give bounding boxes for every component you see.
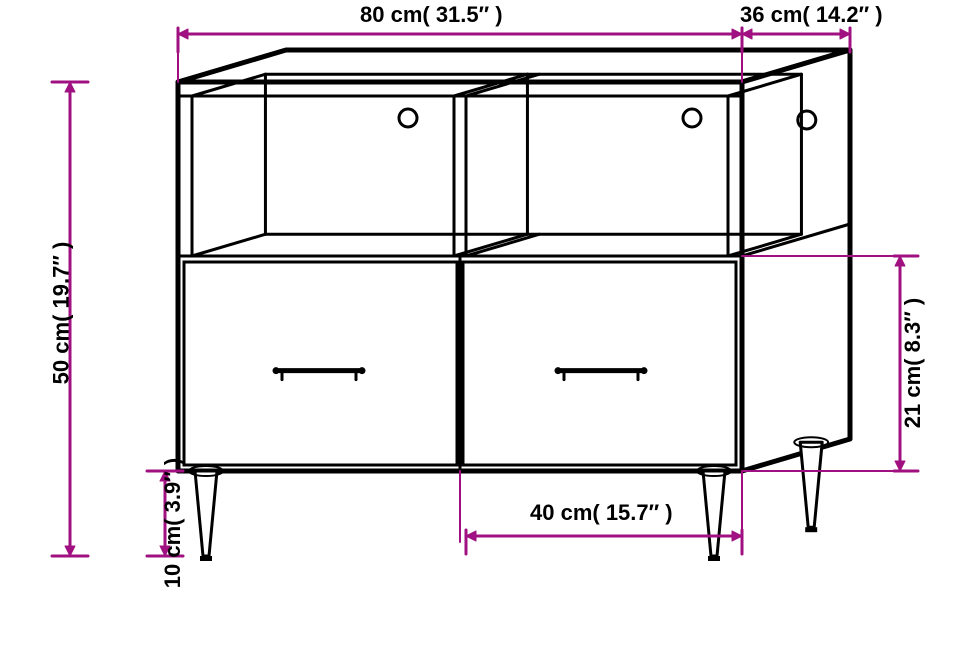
dim-label-drawer-h: 21 cm( 8.3″ ) [900,298,926,428]
dim-label-depth: 36 cm( 14.2″ ) [740,2,883,28]
dim-label-leg-h: 10 cm( 3.9″ ) [160,458,186,588]
dim-label-drawer-w: 40 cm( 15.7″ ) [530,500,673,526]
dim-label-width: 80 cm( 31.5″ ) [360,2,503,28]
dim-label-height: 50 cm( 19.7″ ) [48,242,74,385]
